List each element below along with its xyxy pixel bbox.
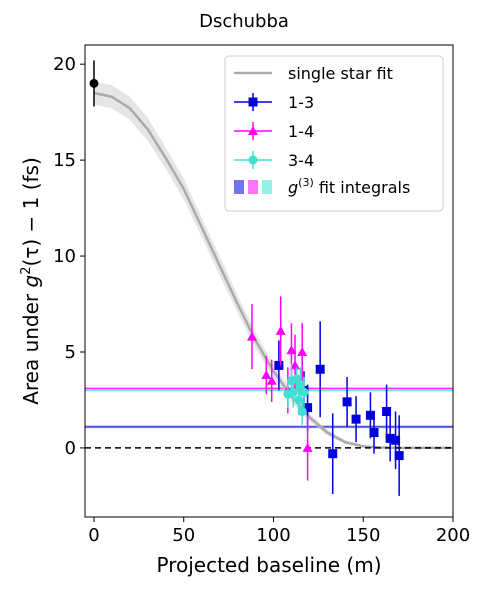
point-s13-12: [394, 451, 404, 461]
axis-ticks: 0 50 100 150 200 0 5 10 15 20: [53, 54, 470, 546]
y-tick-label-1: 5: [65, 342, 76, 363]
point-s13-9: [382, 406, 392, 416]
single-star-fit-curve: [93, 91, 453, 450]
legend-g3-suffix: fit integrals: [314, 178, 411, 197]
point-s13-3: [315, 364, 325, 374]
zero-baseline-point: [89, 78, 99, 88]
chart-title: Dschubba: [199, 11, 289, 32]
point-s13-4: [328, 449, 338, 459]
y-label-sup: 2: [19, 266, 34, 274]
y-label-arg: (τ) − 1 (fs): [19, 157, 43, 266]
fit-uncertainty-band: [93, 81, 453, 449]
point-s13-10: [385, 433, 395, 443]
point-s14-7: [297, 346, 308, 356]
point-s14-3: [275, 325, 286, 335]
x-tick-label-3: 150: [346, 525, 380, 546]
legend-g3-swatch-34: [262, 180, 272, 194]
x-tick-label-2: 100: [256, 525, 290, 546]
legend-g3-label: g(3) fit integrals: [288, 176, 410, 197]
point-s13-11: [391, 435, 401, 445]
point-s34-2: [288, 387, 298, 397]
y-tick-label-4: 20: [53, 54, 76, 75]
legend-14-marker: [248, 126, 258, 135]
legend-g3-g: g: [288, 178, 298, 197]
x-axis-label: Projected baseline (m): [157, 553, 382, 577]
y-tick-label-2: 10: [53, 246, 76, 267]
legend-g3-swatch-13: [234, 180, 244, 194]
legend-14-label: 1-4: [288, 122, 314, 141]
legend-fit-label: single star fit: [288, 64, 393, 83]
x-tick-label-4: 200: [436, 525, 470, 546]
point-s14-2: [266, 375, 277, 385]
y-label-prefix: Area under: [19, 287, 43, 404]
point-s13-0: [274, 360, 284, 370]
legend-34-label: 3-4: [288, 151, 314, 170]
point-s34-6: [297, 406, 307, 416]
legend: single star fit 1-3 1-4 3-4 g(3) fit int…: [224, 55, 444, 212]
legend-g3-swatch-14: [248, 180, 258, 194]
point-s34-7: [299, 387, 309, 397]
point-s14-6: [290, 360, 301, 370]
point-s13-8: [369, 428, 379, 438]
point-s14-1: [261, 370, 272, 380]
plot-frame: [84, 44, 454, 518]
point-s14-8: [302, 442, 313, 452]
point-s13-7: [365, 410, 375, 420]
legend-13-label: 1-3: [288, 93, 314, 112]
legend-g3-sup: (3): [298, 176, 314, 189]
legend-34-marker: [248, 155, 258, 165]
point-s13-2: [303, 403, 313, 413]
y-tick-label-3: 15: [53, 150, 76, 171]
legend-13-marker: [248, 97, 258, 107]
y-axis-label: Area under g2(τ) − 1 (fs): [19, 157, 43, 405]
point-s14-5: [286, 345, 297, 355]
y-tick-label-0: 0: [65, 438, 76, 459]
plot-area: [85, 60, 453, 496]
point-s14-0: [246, 331, 257, 341]
x-tick-label-1: 50: [172, 525, 195, 546]
point-s13-6: [351, 414, 361, 424]
point-s34-5: [295, 380, 305, 390]
x-tick-label-0: 0: [88, 525, 99, 546]
legend-box: [224, 55, 444, 212]
point-s13-5: [342, 397, 352, 407]
y-label-g: g: [19, 275, 43, 288]
